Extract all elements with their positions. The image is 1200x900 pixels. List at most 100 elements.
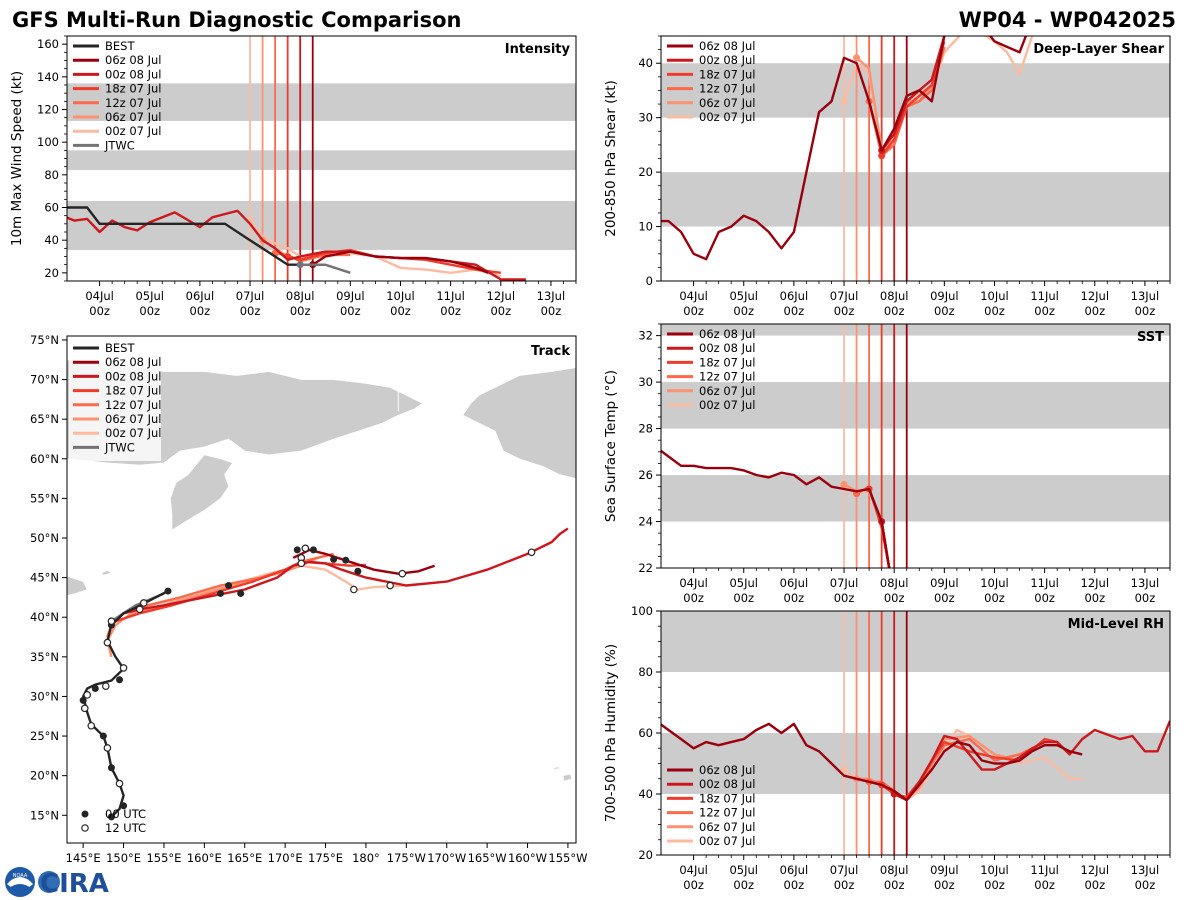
intensity-panel: 2040608010012014016004Jul00z05Jul00z06Ju… — [9, 35, 577, 318]
panel-title: Intensity — [505, 42, 571, 57]
cira-logo: CIRA — [38, 869, 109, 899]
legend-label: BEST — [105, 39, 135, 53]
threshold-band — [67, 83, 576, 121]
track-run-18z-07-jul — [115, 560, 366, 623]
lat-tick-label: 15°N — [30, 808, 59, 822]
x-tick-label-hour: 00z — [190, 304, 211, 318]
threshold-band — [67, 150, 576, 170]
x-tick-label-hour: 00z — [733, 878, 754, 892]
track-run-00z-08-jul — [110, 527, 569, 626]
x-tick-label-date: 06Jul — [780, 576, 809, 590]
legend-label: 06z 07 Jul — [105, 110, 162, 124]
x-tick-label-hour: 00z — [784, 591, 805, 605]
lon-tick-label: 150°E — [106, 851, 141, 865]
legend-00utc-marker — [81, 810, 89, 818]
x-tick-label-date: 07Jul — [830, 576, 859, 590]
lat-tick-label: 75°N — [30, 333, 59, 347]
best-12utc-point — [80, 704, 89, 713]
best-12utc-point — [101, 682, 110, 690]
best-00utc-point — [237, 589, 245, 597]
track-run-06z-08-jul — [292, 548, 435, 575]
x-tick-label-hour: 00z — [1084, 304, 1105, 318]
legend-label: 06z 07 Jul — [699, 820, 756, 834]
x-tick-label-hour: 00z — [1034, 591, 1055, 605]
run-line-06z-08-jul — [661, 36, 1028, 261]
best-12utc-point — [103, 638, 112, 647]
lon-tick-label: 155°E — [146, 851, 181, 865]
run-line-06z-08-jul — [661, 722, 1083, 802]
run-line-18z-07-jul — [880, 41, 946, 157]
legend-label: 00z 08 Jul — [699, 777, 756, 791]
panel-title: Track — [531, 344, 570, 359]
legend-label: 18z 07 Jul — [105, 82, 162, 96]
legend-label: JTWC — [104, 440, 135, 454]
best-12utc-point — [119, 664, 128, 672]
x-tick-label-date: 11Jul — [436, 289, 465, 303]
land-polygon — [170, 454, 234, 531]
threshold-band — [661, 733, 1170, 794]
axes-frame — [660, 323, 1171, 569]
legend-label: 00z 07 Jul — [699, 110, 756, 124]
x-tick-label-date: 12Jul — [1081, 289, 1110, 303]
legend-label: 18z 07 Jul — [699, 355, 756, 369]
x-tick-label-hour: 00z — [1135, 304, 1156, 318]
legend-label: 06z 08 Jul — [699, 39, 756, 53]
y-axis-label: 200-850 hPa Shear (kt) — [603, 80, 619, 237]
y-tick-label: 80 — [638, 665, 653, 679]
legend-label: 18z 07 Jul — [105, 384, 162, 398]
run-start-point — [853, 54, 861, 62]
land-polygon — [552, 766, 561, 770]
sst-panel: 22242628303204Jul00z05Jul00z06Jul00z07Ju… — [603, 323, 1171, 605]
track-panel: 15°N 20°N 25°N 30°N 35°N 40°N 45°N 50°N 55°N 60°N… — [30, 333, 587, 865]
x-tick-label-date: 05Jul — [729, 863, 758, 877]
best-00utc-point — [309, 546, 317, 554]
y-tick-label: 24 — [638, 515, 653, 529]
legend-label: 06z 08 Jul — [699, 327, 756, 341]
best-12utc-point — [301, 544, 310, 553]
legend-label: 06z 07 Jul — [699, 96, 756, 110]
legend-label: 00z 08 Jul — [105, 369, 162, 383]
best-00utc-point — [120, 802, 128, 810]
x-tick-label-date: 10Jul — [980, 863, 1009, 877]
y-tick-label: 160 — [37, 37, 59, 51]
land-polygon — [67, 576, 88, 596]
x-tick-label-hour: 00z — [984, 878, 1005, 892]
legend-00utc-label: 00 UTC — [105, 807, 146, 821]
best-12utc-point — [527, 548, 536, 557]
x-tick-label-hour: 00z — [934, 878, 955, 892]
best-00utc-point — [293, 546, 301, 554]
best-00utc-point — [342, 556, 350, 564]
land-polygon — [562, 773, 573, 782]
x-tick-label-date: 07Jul — [830, 863, 859, 877]
x-tick-label-hour: 00z — [139, 304, 160, 318]
best-00utc-point — [164, 587, 172, 595]
threshold-band — [661, 475, 1170, 522]
x-tick-label-hour: 00z — [490, 304, 511, 318]
x-tick-label-date: 06Jul — [780, 289, 809, 303]
x-tick-label-hour: 00z — [390, 304, 411, 318]
x-tick-label-date: 05Jul — [729, 576, 758, 590]
x-tick-label-hour: 00z — [733, 591, 754, 605]
x-tick-label-date: 11Jul — [1030, 863, 1059, 877]
y-axis-label: 700-500 hPa Humidity (%) — [603, 644, 619, 822]
x-tick-label-hour: 00z — [1084, 591, 1105, 605]
track-frame — [66, 335, 577, 844]
y-tick-label: 140 — [37, 70, 59, 84]
x-tick-label-date: 10Jul — [980, 576, 1009, 590]
legend-box — [69, 339, 161, 461]
lat-tick-label: 25°N — [30, 729, 59, 743]
y-axis-label: Sea Surface Temp (°C) — [603, 370, 619, 522]
best-12utc-point — [87, 721, 96, 730]
legend-label: 00z 08 Jul — [699, 341, 756, 355]
legend-label: 00z 08 Jul — [105, 67, 162, 81]
x-tick-label-date: 11Jul — [1030, 576, 1059, 590]
figure-title: GFS Multi-Run Diagnostic Comparison — [12, 8, 461, 32]
x-tick-label-date: 04Jul — [679, 863, 708, 877]
x-tick-label-hour: 00z — [1034, 878, 1055, 892]
best-00utc-point — [330, 555, 338, 563]
best-12utc-point — [103, 744, 112, 752]
run-line-06z-08-jul — [312, 250, 489, 274]
x-tick-label-hour: 00z — [541, 304, 562, 318]
x-tick-label-hour: 00z — [834, 591, 855, 605]
jtwc-line — [300, 263, 351, 274]
